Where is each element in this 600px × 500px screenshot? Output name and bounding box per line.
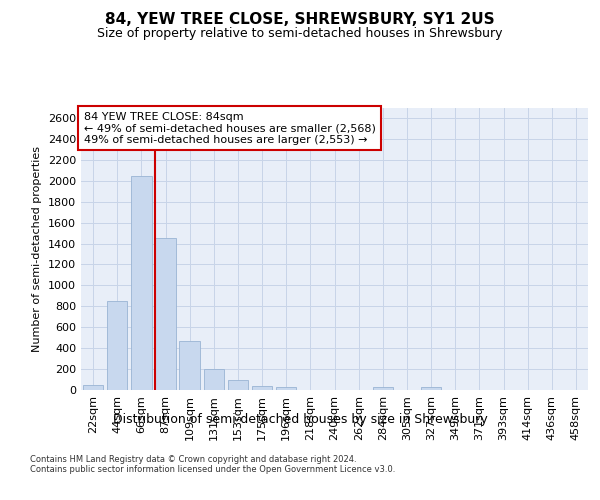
Bar xyxy=(203,369,224,390)
Text: 84 YEW TREE CLOSE: 84sqm
← 49% of semi-detached houses are smaller (2,568)
49% o: 84 YEW TREE CLOSE: 84sqm ← 49% of semi-d… xyxy=(83,112,376,145)
Text: Distribution of semi-detached houses by size in Shrewsbury: Distribution of semi-detached houses by … xyxy=(113,412,487,426)
Bar xyxy=(373,388,393,390)
Bar xyxy=(276,388,296,390)
Bar xyxy=(421,388,442,390)
Bar xyxy=(252,386,272,390)
Bar xyxy=(131,176,152,390)
Bar xyxy=(179,341,200,390)
Text: Size of property relative to semi-detached houses in Shrewsbury: Size of property relative to semi-detach… xyxy=(97,28,503,40)
Bar xyxy=(107,301,127,390)
Y-axis label: Number of semi-detached properties: Number of semi-detached properties xyxy=(32,146,43,352)
Bar xyxy=(83,385,103,390)
Bar xyxy=(155,238,176,390)
Text: Contains HM Land Registry data © Crown copyright and database right 2024.
Contai: Contains HM Land Registry data © Crown c… xyxy=(30,455,395,474)
Text: 84, YEW TREE CLOSE, SHREWSBURY, SY1 2US: 84, YEW TREE CLOSE, SHREWSBURY, SY1 2US xyxy=(105,12,495,28)
Bar xyxy=(227,380,248,390)
